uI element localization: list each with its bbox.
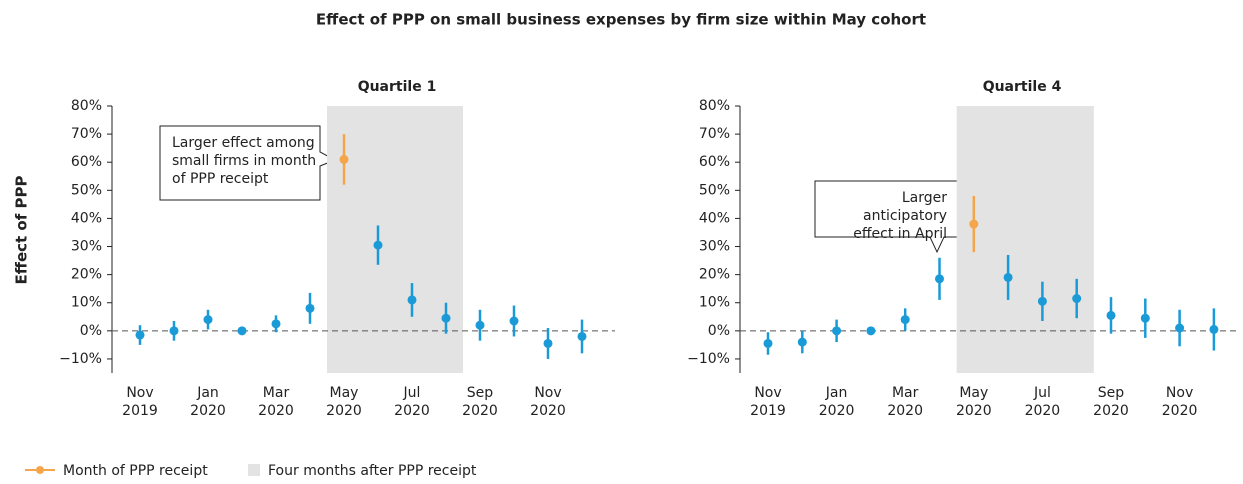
panel-title: Quartile 4	[983, 79, 1062, 95]
y-tick-label: −10%	[687, 351, 730, 367]
y-tick-label: 20%	[699, 267, 730, 283]
y-tick-label: −10%	[59, 351, 102, 367]
point	[1003, 272, 1013, 282]
point	[203, 315, 213, 325]
x-tick-label: Sep 2020	[1093, 385, 1129, 419]
x-tick-label: Mar 2020	[887, 385, 923, 419]
point	[407, 295, 417, 305]
y-tick-label: 60%	[71, 154, 102, 170]
x-tick-label: Sep 2020	[462, 385, 498, 419]
legend-label: Month of PPP receipt	[63, 463, 208, 479]
x-tick-label: May 2020	[955, 385, 992, 419]
point	[543, 338, 553, 348]
y-tick-label: 50%	[699, 182, 730, 198]
point	[509, 316, 519, 326]
shaded-region	[327, 106, 463, 373]
point	[763, 338, 773, 348]
y-tick-label: 70%	[71, 126, 102, 142]
x-tick-label: Nov 2019	[750, 385, 786, 419]
x-tick-label: Jul 2020	[394, 385, 430, 419]
x-tick-label: Jan 2020	[190, 385, 226, 419]
annotation: Larger anticipatory effect in April	[853, 190, 947, 242]
point	[305, 303, 315, 313]
y-tick-label: 20%	[71, 267, 102, 283]
y-tick-label: 0%	[708, 323, 730, 339]
point	[832, 326, 842, 336]
shaded-region	[956, 106, 1094, 373]
point	[271, 319, 281, 329]
x-tick-label: Jan 2020	[818, 385, 855, 419]
y-axis-label: Effect of PPP	[13, 176, 31, 285]
y-tick-label: 80%	[71, 98, 102, 114]
x-tick-label: Jul 2020	[1024, 385, 1061, 419]
x-tick-label: Nov 2019	[122, 385, 158, 419]
point	[1175, 323, 1185, 333]
point	[577, 331, 587, 341]
point	[1037, 296, 1047, 306]
y-tick-label: 10%	[71, 295, 102, 311]
x-tick-label: Nov 2020	[530, 385, 566, 419]
y-tick-label: 10%	[699, 295, 730, 311]
y-tick-label: 70%	[699, 126, 730, 142]
point	[797, 337, 807, 347]
y-tick-label: 80%	[699, 98, 730, 114]
y-tick-label: 40%	[71, 210, 102, 226]
point	[237, 326, 247, 336]
legend-label: Four months after PPP receipt	[268, 463, 477, 479]
point	[900, 315, 910, 325]
x-tick-label: May 2020	[326, 385, 362, 419]
point	[169, 326, 179, 336]
point	[1106, 310, 1116, 320]
y-tick-label: 30%	[699, 239, 730, 255]
panel-title: Quartile 1	[358, 79, 437, 95]
point	[135, 330, 145, 340]
x-tick-label: Nov 2020	[1161, 385, 1198, 419]
annotation: Larger effect among small firms in month…	[172, 135, 317, 187]
y-tick-label: 40%	[699, 210, 730, 226]
point	[1072, 294, 1082, 304]
point	[475, 320, 485, 330]
point	[373, 240, 383, 250]
legend-marker	[36, 466, 44, 474]
y-tick-label: 60%	[699, 154, 730, 170]
point	[1140, 313, 1150, 323]
point	[969, 219, 979, 229]
chart-title: Effect of PPP on small business expenses…	[316, 11, 926, 29]
point	[935, 274, 944, 284]
point	[441, 313, 451, 323]
y-tick-label: 50%	[71, 182, 102, 198]
point	[1209, 324, 1219, 334]
y-tick-label: 0%	[80, 323, 102, 339]
y-tick-label: 30%	[71, 239, 102, 255]
point	[339, 154, 349, 164]
legend-swatch	[248, 464, 260, 476]
point	[866, 326, 876, 336]
x-tick-label: Mar 2020	[258, 385, 294, 419]
